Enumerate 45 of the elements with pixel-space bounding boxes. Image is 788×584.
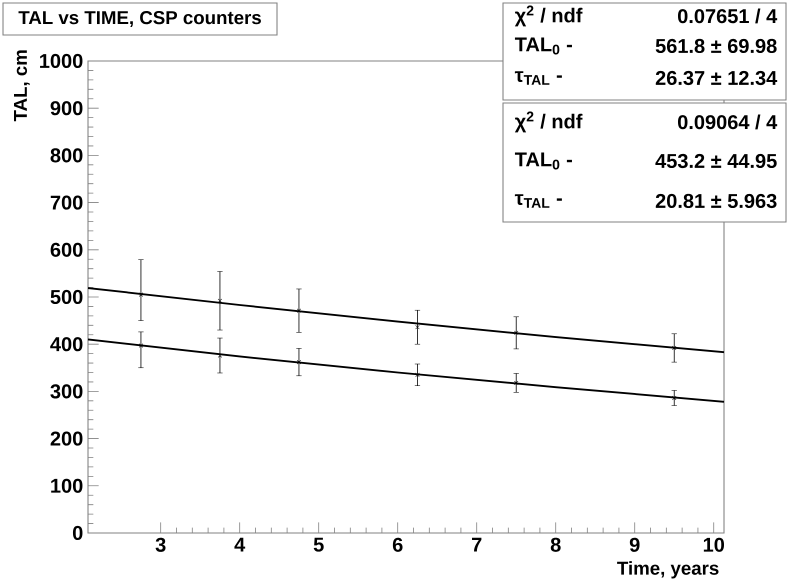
y-tick-label: 100 bbox=[51, 478, 82, 493]
y-tick-label: 700 bbox=[50, 196, 82, 210]
y-tick-label: 300 bbox=[50, 384, 82, 398]
x-tick-label: 8 bbox=[550, 538, 561, 552]
x-axis-title: Time, years bbox=[617, 561, 719, 578]
x-tick-label: 4 bbox=[234, 538, 246, 552]
point bbox=[672, 346, 676, 350]
annotation: TAL$_{0}$ - bbox=[514, 152, 572, 170]
point bbox=[296, 308, 302, 313]
y-tick-label: 400 bbox=[50, 337, 82, 352]
text: 0.07651 / 4 bbox=[678, 8, 778, 24]
y-tick-label: 1000 bbox=[40, 54, 82, 68]
x-tick-label: 3 bbox=[156, 538, 166, 552]
y-axis-title: TAL, cm bbox=[14, 50, 30, 122]
text: 561.8 ± 69.98 bbox=[656, 38, 777, 54]
annotation: 0.09064 / 4 bbox=[678, 114, 778, 130]
x-tick-label: 10 bbox=[704, 538, 724, 552]
y-tick-label: 500 bbox=[50, 290, 82, 304]
text: χ$^{2}$ / ndf bbox=[514, 6, 582, 26]
annotation: τ$_{TAL}$ - bbox=[514, 194, 562, 208]
point bbox=[218, 298, 222, 303]
annotation: 26.37 ± 12.34 bbox=[656, 70, 778, 86]
annotation: τ$_{TAL}$ - bbox=[514, 71, 562, 85]
point bbox=[514, 330, 518, 336]
x-tick-label: 7 bbox=[472, 538, 482, 552]
point bbox=[672, 396, 676, 400]
annotation: 20.81 ± 5.963 bbox=[656, 194, 777, 208]
y-tick-label: 0 bbox=[72, 526, 82, 540]
x-tick-label: 5 bbox=[314, 538, 324, 552]
chart-title: TAL vs TIME, CSP counters bbox=[18, 11, 261, 27]
y-tick-label: 600 bbox=[50, 242, 82, 257]
point bbox=[514, 380, 518, 386]
y-tick-label: 200 bbox=[50, 432, 82, 446]
annotation: 453.2 ± 44.95 bbox=[655, 154, 777, 168]
y-tick-label: 800 bbox=[50, 148, 82, 162]
x-tick-label: 6 bbox=[392, 538, 403, 552]
annotation: χ$^{2}$ / ndf bbox=[514, 112, 582, 132]
point bbox=[138, 343, 144, 348]
x-tick-label: 9 bbox=[630, 538, 640, 552]
point bbox=[138, 292, 144, 297]
point bbox=[415, 372, 420, 378]
point bbox=[415, 325, 420, 330]
y-tick-label: 900 bbox=[50, 101, 82, 116]
text: TAL$_{0}$ - bbox=[514, 37, 572, 55]
point bbox=[296, 360, 302, 364]
